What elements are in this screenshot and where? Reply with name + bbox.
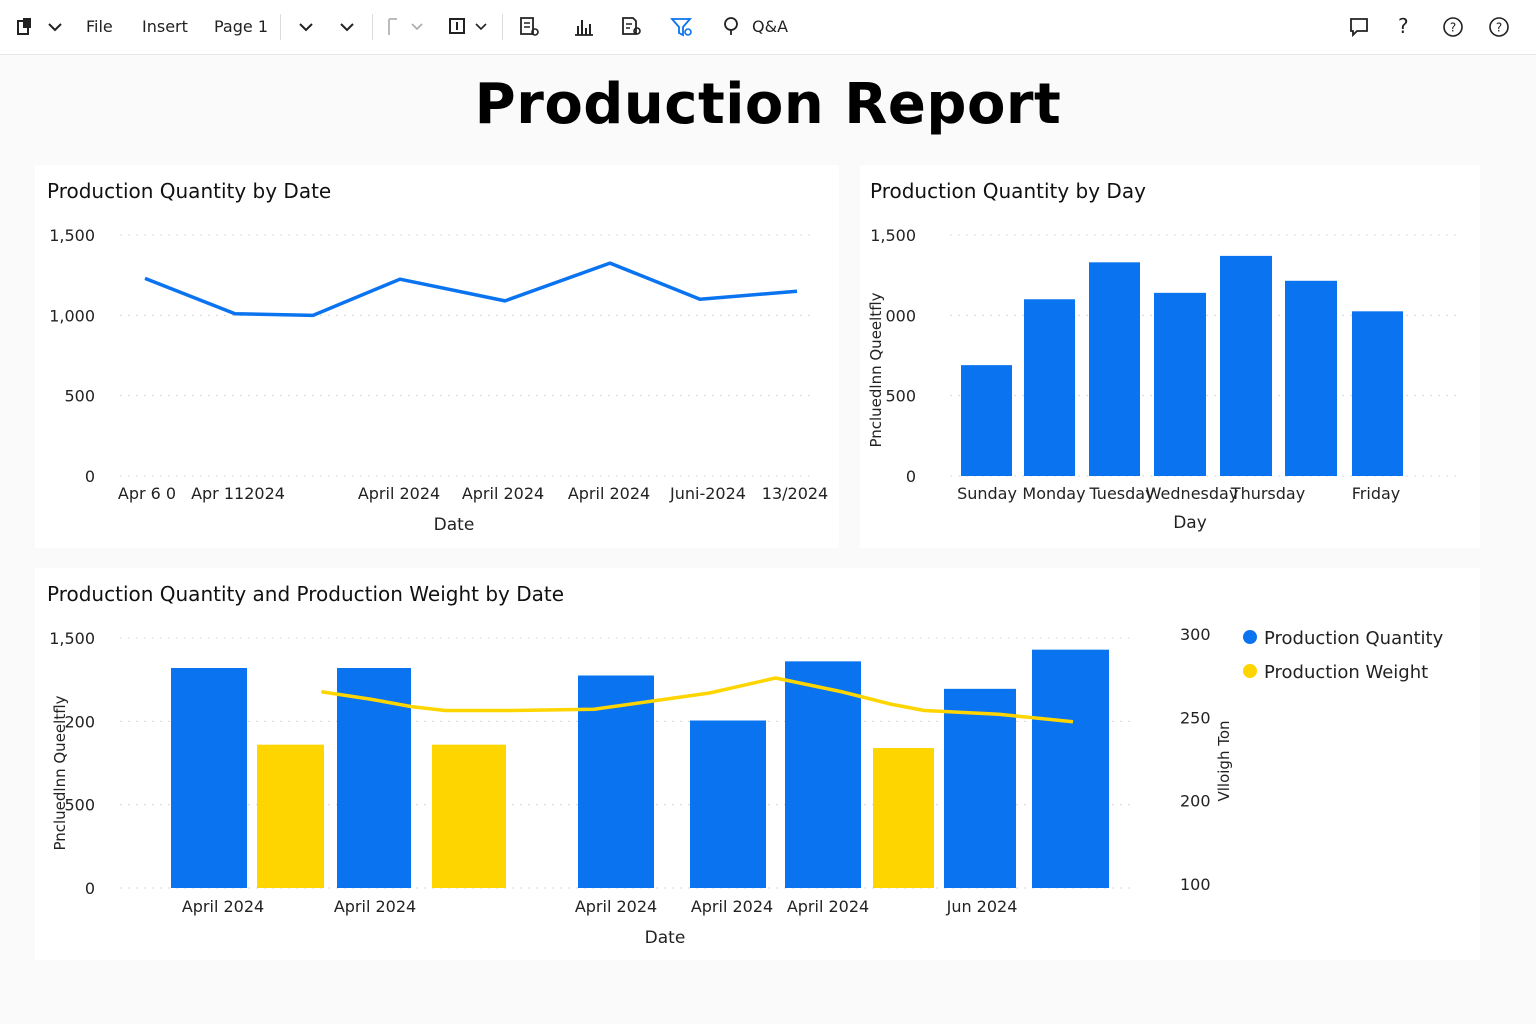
y-tick-label: 1,500 — [49, 629, 95, 648]
report-title: Production Report — [474, 72, 1062, 137]
bar — [873, 748, 934, 888]
bar — [1285, 280, 1337, 476]
filter-icon[interactable] — [670, 16, 694, 38]
bar — [1032, 649, 1109, 888]
document-search-icon[interactable] — [620, 16, 644, 38]
y-tick-label: 500 — [885, 387, 916, 406]
toolbar-divider — [280, 14, 281, 40]
combo-chart: 1,500 200 500 0 300 250 200 100 April 2024 April … — [49, 625, 1444, 948]
bar-chart-icon[interactable] — [572, 16, 596, 38]
x-tick-label: April 2024 — [691, 897, 773, 916]
y-axis-label: Pncluedlnn Queeltfly — [51, 695, 69, 850]
x-tick-label: Juni-2024 — [669, 484, 746, 503]
format-icon[interactable] — [386, 16, 426, 38]
file-menu[interactable]: File — [86, 17, 113, 36]
chevron-down-icon[interactable] — [297, 18, 315, 36]
bar — [690, 720, 766, 888]
x-axis-label: Day — [1173, 513, 1207, 533]
y-tick-label: 000 — [885, 306, 916, 325]
chart-title: Production Quantity by Day — [870, 179, 1146, 203]
x-axis-label: Date — [645, 928, 686, 948]
bar — [1154, 292, 1206, 476]
toolbar-divider — [372, 14, 373, 40]
x-tick-label: Jun 2024 — [946, 897, 1018, 916]
chevron-down-icon[interactable] — [46, 18, 64, 36]
x-tick-label: Wednesday — [1146, 484, 1239, 503]
x-tick-label: Friday — [1352, 484, 1401, 503]
x-tick-label: Apr 112024 — [191, 484, 285, 503]
y-tick-label: 1,500 — [870, 226, 916, 245]
report-icon[interactable] — [518, 16, 542, 38]
x-tick-label: April 2024 — [182, 897, 264, 916]
y-tick-label: 500 — [64, 796, 95, 815]
line-chart: 1,500 1,000 500 0 Apr 6 0 Apr 112024 April 202… — [49, 226, 828, 535]
y-tick-label: 0 — [85, 879, 95, 898]
y-right-tick-label: 200 — [1180, 792, 1211, 811]
x-tick-label: April 2024 — [568, 484, 650, 503]
y-tick-label: 200 — [64, 712, 95, 731]
qa-button[interactable]: Q&A — [752, 17, 789, 36]
line-chart-panel[interactable]: Production Quantity by Date 1,500 1,000 50… — [35, 165, 839, 548]
x-tick-label: Tuesday — [1088, 484, 1154, 503]
legend-marker — [1243, 664, 1257, 678]
series-line — [144, 261, 798, 318]
weight-line — [321, 676, 1074, 724]
toolbar-divider — [502, 14, 503, 40]
y-tick-label: 0 — [85, 467, 95, 486]
combo-chart-panel[interactable]: Production Quantity and Production Weigh… — [35, 568, 1480, 960]
bar-chart-panel[interactable]: Production Quantity by Day 1,500 000 500 0 S… — [860, 165, 1480, 548]
x-tick-label: Sunday — [957, 484, 1017, 503]
x-tick-label: 13/2024 — [762, 484, 828, 503]
bar — [171, 668, 247, 888]
comment-icon[interactable] — [1348, 16, 1370, 38]
bar — [944, 688, 1016, 888]
bar-chart: 1,500 000 500 0 Sunday Monday TuesdayWednesday… — [867, 226, 1458, 533]
bar — [1089, 262, 1140, 476]
chart-title: Production Quantity by Date — [47, 179, 332, 203]
insert-menu[interactable]: Insert — [142, 17, 188, 36]
bar — [1220, 255, 1272, 476]
y-right-tick-label: 250 — [1180, 708, 1211, 727]
toolbar: File Insert Page 1 Q&A ? ? ? — [0, 0, 1536, 55]
text-box-icon[interactable] — [448, 16, 490, 38]
y-right-tick-label: 300 — [1180, 625, 1211, 644]
y-tick-label: 500 — [64, 387, 95, 406]
y-axis-label: Pncluedlnn Queeltfly — [867, 292, 885, 447]
help-icon[interactable]: ? — [1398, 14, 1409, 38]
app-menu-icon[interactable] — [14, 16, 36, 38]
x-tick-label: April 2024 — [575, 897, 657, 916]
bar — [785, 661, 861, 888]
legend-label: Production Quantity — [1264, 628, 1444, 649]
svg-text:?: ? — [1496, 21, 1502, 35]
x-tick-label: Apr 6 0 — [118, 484, 176, 503]
x-tick-label: Monday — [1022, 484, 1085, 503]
y-tick-label: 1,500 — [49, 226, 95, 245]
bar — [1352, 311, 1403, 476]
y-right-tick-label: 100 — [1180, 875, 1211, 894]
chevron-down-icon[interactable] — [338, 18, 356, 36]
x-tick-label: April 2024 — [334, 897, 416, 916]
page-selector[interactable]: Page 1 — [214, 17, 268, 36]
x-axis-label: Date — [434, 515, 475, 535]
x-tick-label: April 2024 — [462, 484, 544, 503]
chart-title: Production Quantity and Production Weigh… — [47, 582, 565, 606]
legend-label: Production Weight — [1264, 662, 1428, 683]
help-circle-icon[interactable]: ? — [1488, 16, 1510, 38]
svg-text:?: ? — [1450, 21, 1456, 35]
y-tick-label: 1,000 — [49, 306, 95, 325]
y-tick-label: 0 — [906, 467, 916, 486]
bar — [961, 365, 1012, 476]
lightbulb-icon[interactable] — [722, 16, 740, 38]
x-tick-label: Thursday — [1230, 484, 1305, 503]
x-tick-label: April 2024 — [787, 897, 869, 916]
bar — [257, 744, 324, 888]
help-circle-icon[interactable]: ? — [1442, 16, 1464, 38]
x-tick-label: April 2024 — [358, 484, 440, 503]
y-right-axis-label: Vlloigh Ton — [1215, 720, 1233, 801]
bar — [1024, 299, 1075, 476]
legend-marker — [1243, 630, 1257, 644]
bar — [432, 744, 506, 888]
